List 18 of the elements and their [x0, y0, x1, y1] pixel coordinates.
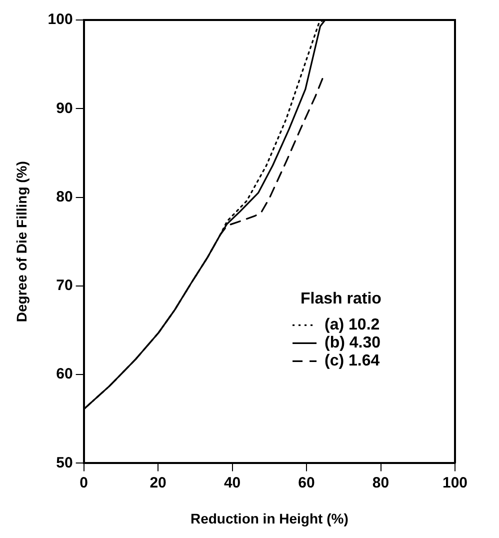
x-tick-label: 0	[80, 474, 88, 492]
y-tick-label: 90	[56, 100, 73, 117]
y-tick-label: 80	[56, 188, 73, 206]
x-tick-label: 60	[298, 474, 315, 492]
legend-label: (a) 10.2	[324, 316, 380, 334]
legend-title: Flash ratio	[300, 290, 382, 308]
x-tick-label: 80	[372, 474, 390, 492]
y-tick-label: 50	[56, 454, 73, 472]
x-tick-label: 100	[442, 474, 468, 492]
y-tick-label: 60	[56, 366, 73, 383]
legend-label: (b) 4.30	[324, 334, 381, 352]
y-axis-title: Degree of Die Filling (%)	[13, 161, 30, 322]
x-tick-label: 20	[150, 474, 166, 492]
x-axis-title: Reduction in Height (%)	[190, 510, 348, 526]
y-tick-label: 70	[56, 277, 73, 294]
legend-label: (c) 1.64	[324, 352, 380, 370]
y-tick-label: 100	[48, 11, 73, 28]
x-tick-label: 40	[224, 474, 241, 492]
